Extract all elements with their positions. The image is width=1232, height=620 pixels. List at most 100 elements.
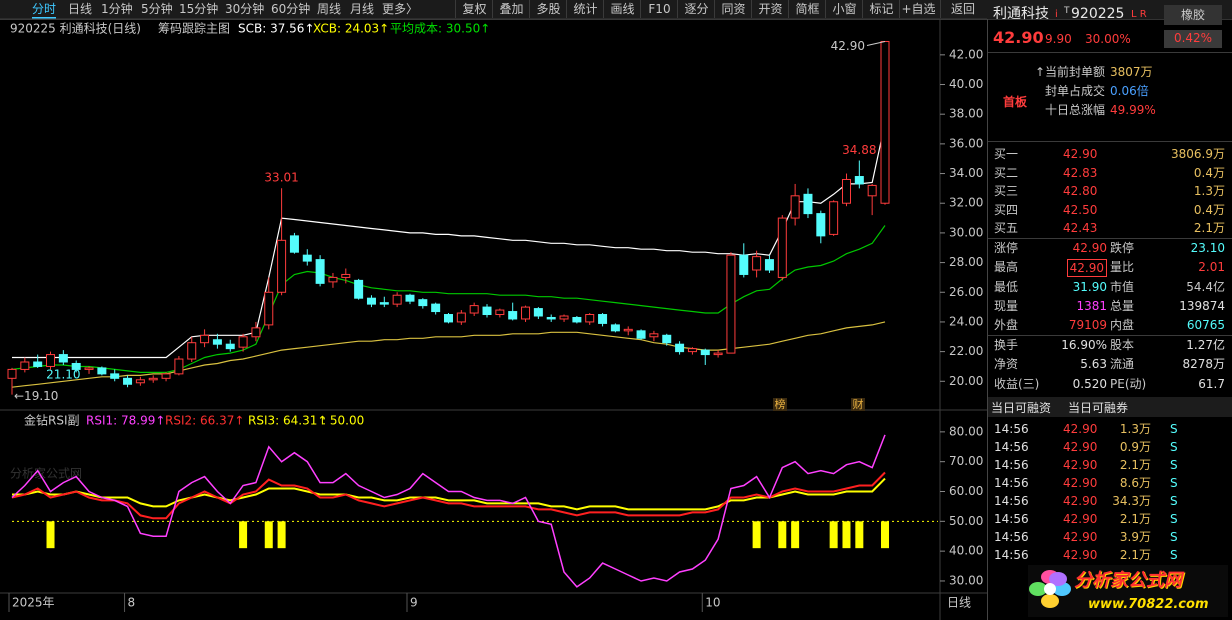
period-tab[interactable]: 15分钟 [179, 2, 219, 16]
book-volume: 3806.9万 [1171, 147, 1225, 161]
y-tick-label: 26.00 [949, 285, 983, 299]
period-tab[interactable]: 周线 [317, 2, 342, 16]
indicator-name: 筹码跟踪主图 [158, 22, 230, 36]
event-badge [773, 398, 787, 411]
logo-petal [1029, 582, 1047, 596]
book-label: 买四 [994, 202, 1019, 217]
trade-price: 42.90 [1063, 476, 1098, 490]
toolbar-button[interactable]: 统计 [566, 0, 604, 18]
candle-body [135, 379, 145, 384]
indicator-value: XCB: 24.03↑ [313, 22, 389, 36]
toolbar-button[interactable]: 开资 [751, 0, 789, 18]
candle-body [187, 342, 197, 360]
change-pct: 30.00% [1085, 32, 1131, 46]
candle-body [482, 306, 492, 316]
signal-bar [778, 521, 787, 549]
candle-body [238, 336, 248, 348]
period-tab[interactable]: 30分钟 [225, 2, 265, 16]
stat-value: 79109 [1068, 318, 1107, 333]
margin-bar [988, 397, 1232, 417]
y-tick-label: 20.00 [949, 374, 983, 388]
event-marker[interactable]: 财 [853, 397, 864, 411]
toolbar-button[interactable]: F10 [640, 0, 678, 18]
logo-url: www.70822.com [1088, 597, 1209, 612]
toolbar-button[interactable]: 叠加 [492, 0, 530, 18]
finance-label: 换手 [994, 338, 1019, 352]
toolbar-button[interactable]: 返回 [940, 0, 985, 18]
toolbar-button[interactable]: 标记 [862, 0, 900, 18]
period-tab[interactable]: 日线 [68, 2, 93, 16]
y-tick-label: 70.00 [949, 454, 983, 468]
period-tab[interactable]: 分时 [32, 1, 57, 19]
finance-value: 16.90% [1061, 338, 1107, 352]
candle-body [649, 333, 659, 338]
candle-body [867, 184, 877, 197]
price-annotation: 34.88 [842, 143, 876, 157]
y-tick-label: 38.00 [949, 107, 983, 121]
candle-body [7, 368, 17, 379]
trade-side: S [1170, 458, 1178, 472]
toolbar-button[interactable]: 复权 [455, 0, 493, 18]
y-tick-label: 36.00 [949, 136, 983, 150]
book-label: 买二 [994, 165, 1019, 180]
y-tick-label: 80.00 [949, 424, 983, 438]
candle-body [777, 217, 787, 278]
rsi-line [11, 471, 886, 520]
period-button[interactable]: 日线 [947, 596, 971, 610]
candle-body [354, 279, 364, 299]
info-label: 十日总涨幅 [1044, 103, 1105, 117]
indicator-value: RSI3: 64.31↑ [248, 414, 327, 428]
rsi-line [11, 434, 886, 588]
signal-bar [855, 521, 864, 549]
signal-bar [829, 521, 838, 549]
candle-body [533, 308, 543, 317]
info-value: 3807万 [1110, 65, 1153, 79]
finance-label: 收益(三) [994, 376, 1040, 391]
stat-value: 1381 [1076, 298, 1107, 313]
toolbar-button[interactable]: 小窗 [825, 0, 863, 18]
toolbar-button[interactable]: +自选 [899, 0, 937, 18]
y-tick-label: 28.00 [949, 255, 983, 269]
toolbar-button[interactable]: 逐分 [677, 0, 715, 18]
trade-time: 14:56 [994, 548, 1029, 562]
logo-title: 分析家公式网 [1074, 570, 1182, 591]
signal-bar [791, 521, 800, 549]
candle-body [212, 339, 222, 345]
price-annotation: 33.01 [264, 171, 298, 185]
y-tick-label: 30.00 [949, 573, 983, 587]
event-marker[interactable]: 榜 [775, 397, 786, 411]
candle-body [444, 314, 453, 323]
trade-side: S [1170, 494, 1178, 508]
sector-button[interactable]: 橡胶 [1164, 5, 1222, 25]
candle-body [739, 254, 749, 275]
logo-center [1044, 583, 1056, 595]
book-volume: 1.3万 [1193, 184, 1225, 198]
stat-value: 23.10 [1190, 241, 1225, 255]
toolbar-button[interactable]: 同资 [714, 0, 752, 18]
period-tab[interactable]: 1分钟 [101, 2, 133, 16]
candle-body [546, 316, 556, 320]
period-tab[interactable]: 更多〉 [382, 2, 419, 16]
candle-body [289, 235, 299, 253]
candle-body [148, 377, 158, 381]
price: 42.90 [993, 28, 1044, 47]
period-tab[interactable]: 月线 [350, 2, 375, 16]
candle-body [495, 309, 505, 316]
trade-time: 14:56 [994, 458, 1029, 472]
candle-body [161, 373, 171, 379]
period-tab[interactable]: 5分钟 [141, 2, 173, 16]
candle-body [366, 297, 376, 305]
book-label: 买五 [994, 221, 1019, 235]
toolbar-button[interactable]: 多股 [529, 0, 567, 18]
trade-time: 14:56 [994, 530, 1029, 544]
toolbar-button[interactable]: 画线 [603, 0, 641, 18]
trade-price: 42.90 [1063, 512, 1098, 526]
toolbar-button[interactable]: 简框 [788, 0, 826, 18]
stat-label: 跌停 [1110, 241, 1135, 255]
stat-value: 42.90 [1066, 259, 1107, 278]
finance-label: 净资 [994, 357, 1019, 372]
chart-title: 920225 利通科技(日线) [10, 22, 141, 36]
trade-side: S [1170, 548, 1178, 562]
stat-value: 42.90 [1072, 241, 1107, 255]
period-tab[interactable]: 60分钟 [271, 2, 311, 16]
